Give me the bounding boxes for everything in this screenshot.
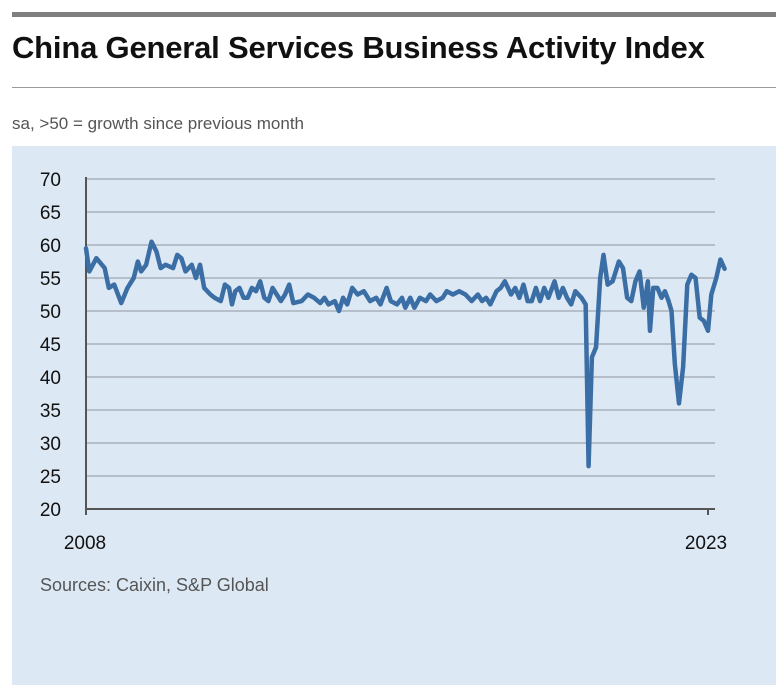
chart-panel xyxy=(12,146,776,685)
title-divider xyxy=(12,87,776,88)
y-tick-label-30: 30 xyxy=(40,434,61,455)
axes: 20 25 30 35 40 45 50 55 60 65 70 2008 2023 xyxy=(40,170,727,554)
y-tick-label-25: 25 xyxy=(40,467,61,488)
series-layer xyxy=(83,239,727,469)
y-tick-label-35: 35 xyxy=(40,401,61,422)
page-title: China General Services Business Activity… xyxy=(12,30,705,65)
y-tick-label-20: 20 xyxy=(40,500,61,521)
y-tick-label-70: 70 xyxy=(40,170,61,191)
y-tick-label-40: 40 xyxy=(40,368,61,389)
sources-note: Sources: Caixin, S&P Global xyxy=(40,575,269,595)
grid-lines xyxy=(86,178,715,477)
y-tick-label-55: 55 xyxy=(40,269,61,290)
y-tick-label-65: 65 xyxy=(40,203,61,224)
x-tick-label-end: 2023 xyxy=(685,533,727,554)
y-tick-label-60: 60 xyxy=(40,236,61,257)
chart-subtitle: sa, >50 = growth since previous month xyxy=(12,114,304,133)
series-line-0 xyxy=(83,239,727,469)
y-tick-label-45: 45 xyxy=(40,335,61,356)
y-tick-label-50: 50 xyxy=(40,302,61,323)
x-tick-label-start: 2008 xyxy=(64,533,106,554)
top-rule xyxy=(12,12,776,17)
